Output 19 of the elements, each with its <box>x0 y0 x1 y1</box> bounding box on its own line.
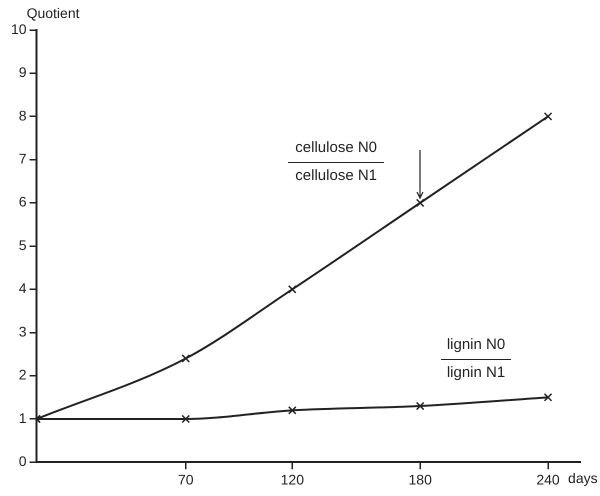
y-tick-label: 5 <box>18 236 27 253</box>
x-tick-label: 70 <box>178 471 194 488</box>
y-tick-label: 9 <box>18 64 27 80</box>
y-tick-label: 10 <box>10 20 27 37</box>
y-tick-label: 8 <box>18 107 27 124</box>
x-tick-label: 180 <box>408 471 432 488</box>
y-tick-label: 4 <box>18 280 27 296</box>
y-tick-label: 6 <box>18 194 27 210</box>
y-tick-label: 2 <box>18 366 27 383</box>
y-tick-label: 1 <box>18 410 27 426</box>
text: cellulose N0 cellulose N1 <box>294 138 378 186</box>
y-axis-title: Quotient <box>26 4 80 21</box>
y-tick-label: 0 <box>18 453 27 470</box>
x-tick-label: 120 <box>280 471 304 488</box>
x-axis-title: days <box>568 470 598 486</box>
x-tick-label: 240 <box>536 471 560 488</box>
series-label: lignin N0 lignin N1 <box>446 335 506 384</box>
y-tick-label: 7 <box>18 150 27 167</box>
y-tick-label: 3 <box>18 323 27 340</box>
